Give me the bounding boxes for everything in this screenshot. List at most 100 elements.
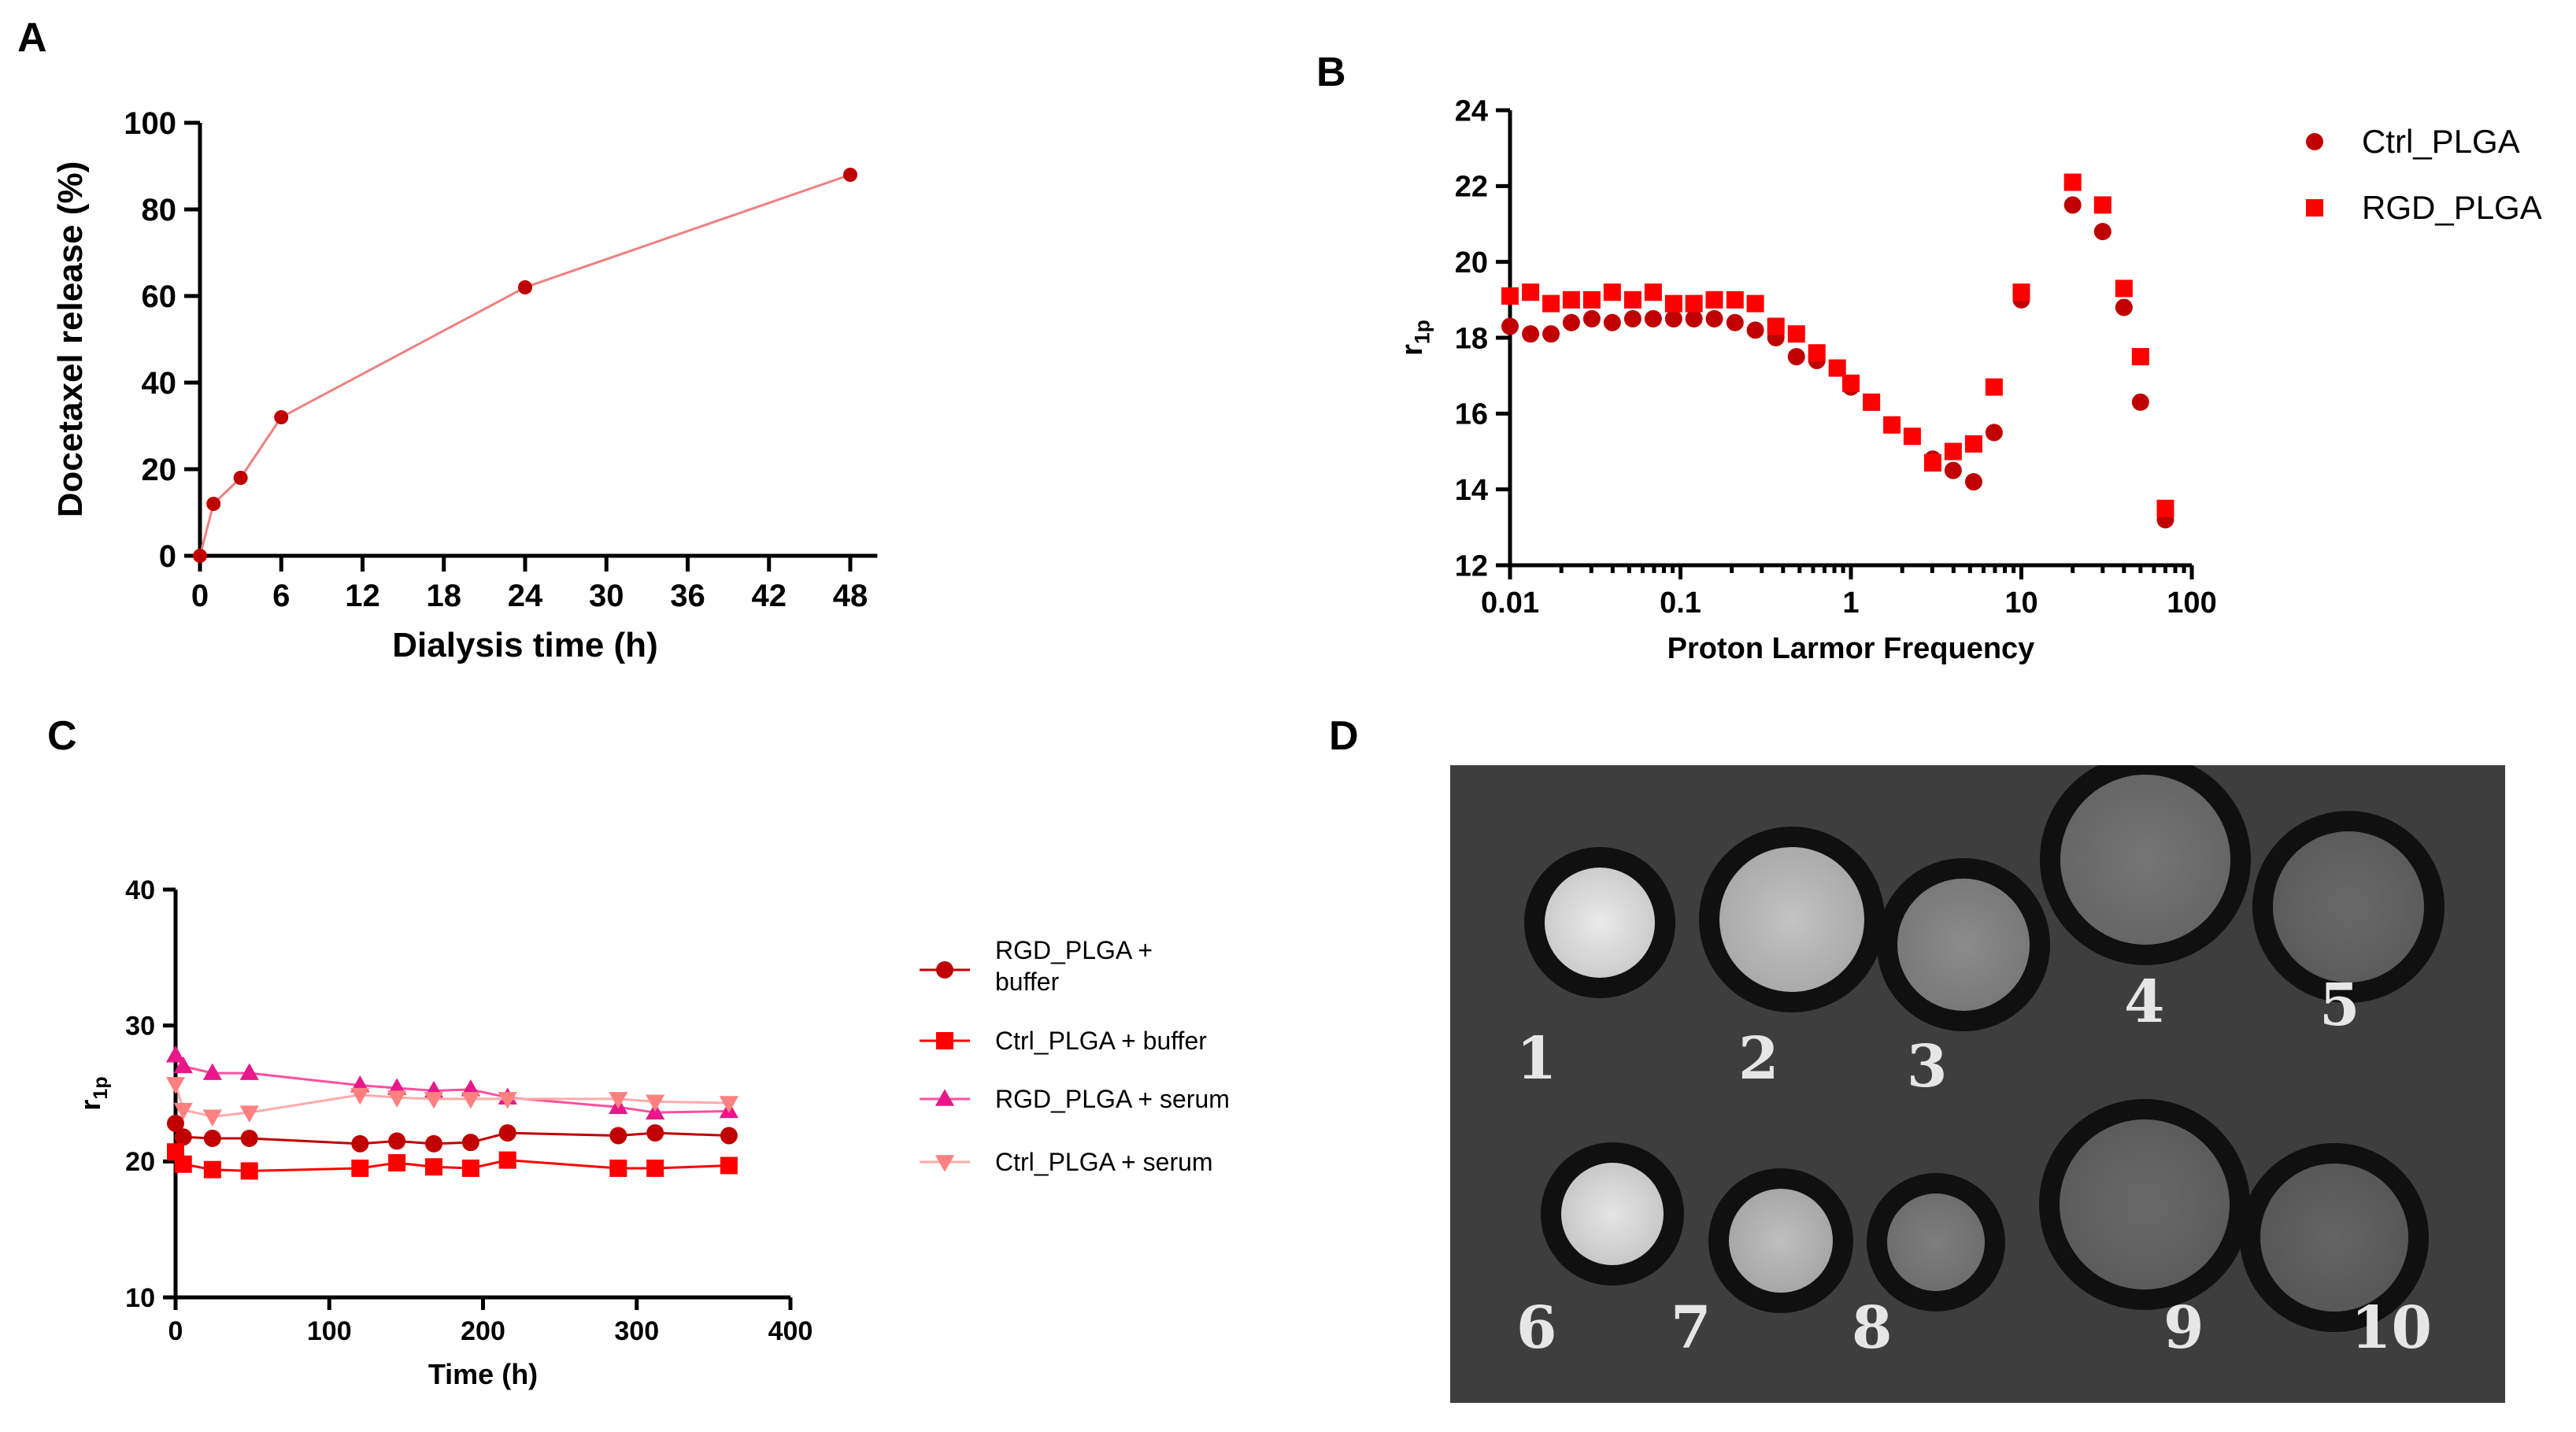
data-point (1664, 309, 1682, 327)
data-point (646, 1159, 664, 1177)
tube-sample (2273, 831, 2424, 982)
tube-number-label: 10 (2351, 1294, 2432, 1362)
tube-sample (1545, 868, 1655, 978)
data-point (388, 1154, 406, 1172)
x-tick-label: 100 (2167, 586, 2216, 620)
x-axis-title: Proton Larmor Frequency (1667, 632, 2035, 665)
data-point (233, 471, 248, 485)
data-point (173, 1056, 193, 1074)
data-point (1623, 290, 1641, 309)
data-point (1726, 290, 1744, 309)
data-point (461, 1134, 479, 1152)
series-1 (167, 1143, 738, 1180)
tube-sample (2260, 1164, 2408, 1312)
y-tick-label: 20 (1455, 246, 1488, 279)
data-point (1582, 290, 1601, 309)
y-tick-label: 18 (1455, 322, 1488, 355)
data-point (2115, 298, 2133, 316)
data-point (646, 1094, 665, 1112)
x-axis-title: Time (h) (428, 1358, 538, 1390)
data-point (425, 1134, 443, 1153)
x-tick-label: 42 (752, 579, 787, 613)
y-tick-label: 20 (125, 1147, 155, 1177)
series-line (174, 1151, 729, 1172)
data-point (202, 1109, 222, 1127)
data-point (174, 1155, 192, 1173)
x-axis-title: Dialysis time (h) (392, 626, 657, 664)
data-point (167, 1114, 184, 1132)
legend-marker (2306, 199, 2323, 216)
x-tick-label: 100 (307, 1316, 352, 1346)
data-point (1746, 321, 1764, 339)
data-point (2012, 283, 2030, 302)
x-tick-label: 30 (589, 579, 624, 613)
data-point (1542, 294, 1560, 313)
x-tick-label: 10 (2004, 586, 2037, 620)
series-0 (193, 168, 857, 563)
data-point (2093, 196, 2112, 214)
data-point (1944, 461, 1962, 479)
tube-number-label: 5 (2319, 971, 2360, 1039)
series-line (174, 1054, 729, 1114)
x-tick-label: 1 (1842, 586, 1859, 620)
tube-sample (1897, 879, 2030, 1011)
data-point (165, 1045, 186, 1063)
data-point (1522, 283, 1540, 302)
data-point (1705, 309, 1723, 327)
series-1 (1501, 173, 2174, 517)
data-point (1562, 313, 1580, 331)
legend-label: RGD_PLGA + serum (995, 1085, 1230, 1113)
tube-sample (1719, 847, 1864, 992)
data-point (2131, 348, 2149, 366)
legend-marker (935, 1089, 955, 1106)
data-point (1828, 359, 1846, 377)
x-tick-label: 6 (272, 579, 290, 613)
data-point (387, 1090, 407, 1108)
x-tick-label: 0 (191, 579, 209, 613)
x-tick-label: 0 (168, 1316, 183, 1346)
data-point (240, 1129, 258, 1147)
panel-label-a: A (17, 15, 47, 61)
data-point (1664, 294, 1682, 313)
data-point (193, 549, 207, 563)
data-point (2156, 499, 2174, 517)
data-point (1964, 435, 1982, 453)
data-point (203, 1160, 221, 1179)
data-point (239, 1063, 259, 1080)
data-point (1582, 309, 1601, 327)
legend-label: buffer (995, 968, 1060, 996)
data-point (1923, 453, 1941, 472)
y-tick-label: 30 (125, 1012, 155, 1042)
x-tick-label: 200 (461, 1316, 505, 1346)
y-axis-title: r1p (1396, 320, 1434, 356)
data-point (351, 1159, 369, 1177)
y-tick-label: 20 (142, 453, 177, 487)
data-point (2063, 173, 2082, 191)
data-point (1685, 294, 1703, 313)
data-point (1787, 325, 1805, 343)
y-axis-title: r1p (74, 1076, 112, 1110)
y-tick-label: 16 (1455, 398, 1488, 431)
tube-number-label: 1 (1516, 1025, 1557, 1093)
tube-sample (2060, 775, 2230, 945)
x-tick-label: 36 (670, 579, 705, 613)
x-tick-label: 18 (427, 579, 462, 613)
tube-number-label: 2 (1738, 1025, 1779, 1093)
data-point (1705, 290, 1723, 309)
mri-phantom-image: 1 2 3 4 5 6 7 8 9 10 (1450, 765, 2505, 1403)
y-tick-label: 24 (1455, 94, 1488, 128)
chart-a: 0 20 40 60 80 100 0 6 12 18 24 30 36 42 48 Dialysis tim… (51, 106, 878, 664)
x-tick-label: 400 (768, 1316, 813, 1346)
data-point (173, 1102, 193, 1120)
data-point (1623, 309, 1641, 327)
data-point (2131, 393, 2149, 411)
y-axis-title-sub: 1p (90, 1076, 112, 1099)
series-0 (167, 1114, 738, 1153)
data-point (1501, 317, 1519, 335)
data-point (425, 1158, 443, 1176)
legend-label: Ctrl_PLGA (2362, 123, 2520, 160)
panel-label-c: C (47, 713, 77, 759)
panel-label-b: B (1316, 50, 1346, 95)
tube-sample (1729, 1189, 1833, 1293)
